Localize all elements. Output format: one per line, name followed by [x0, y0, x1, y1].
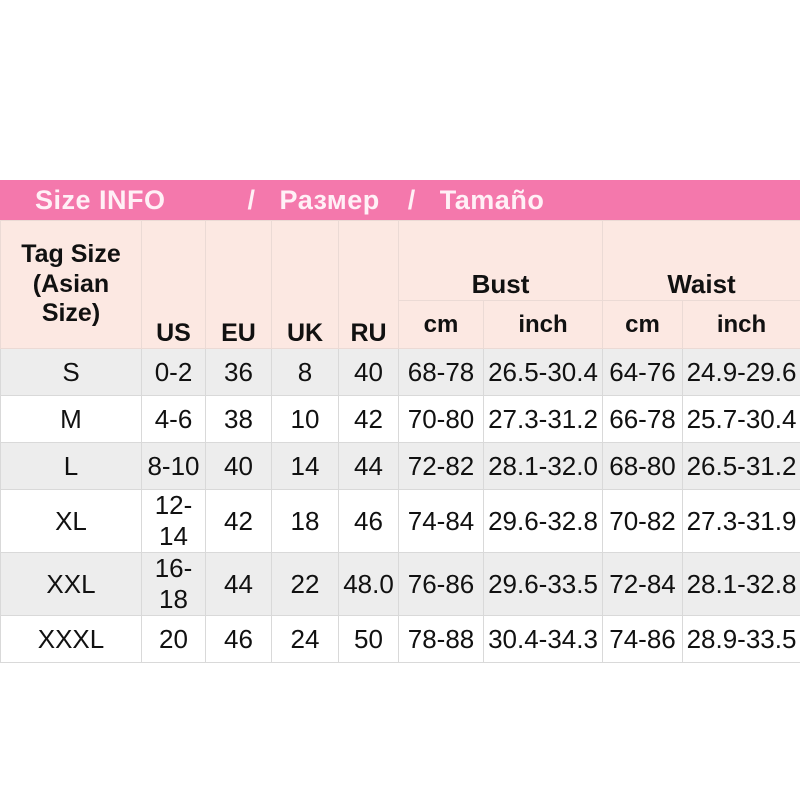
cell-tag-size: M: [0, 395, 142, 443]
cell-waist-cm: 68-80: [602, 442, 683, 490]
header-row-groups: Tag Size (Asian Size) US EU UK RU Bust W…: [0, 220, 800, 349]
cell-bust-inch: 29.6-33.5: [483, 552, 603, 616]
header-unit-bust-inch: inch: [483, 300, 603, 349]
cell-bust-cm: 76-86: [398, 552, 484, 616]
header-unit-waist-inch: inch: [681, 300, 800, 349]
cell-eu: 40: [205, 442, 272, 490]
cell-bust-cm: 68-78: [398, 348, 484, 396]
cell-waist-cm: 64-76: [602, 348, 683, 396]
header-region-ru: RU: [338, 220, 399, 349]
cell-tag-size: XL: [0, 489, 142, 553]
table-row-xxxl: XXXL 20 46 24 50 78-88 30.4-34.3 74-86 2…: [0, 615, 800, 663]
cell-us: 20: [141, 615, 206, 663]
table-row-s: S 0-2 36 8 40 68-78 26.5-30.4 64-76 24.9…: [0, 348, 800, 396]
header-row-units: cm inch cm inch: [1, 300, 800, 349]
cell-waist-cm: 74-86: [602, 615, 683, 663]
cell-waist-inch: 24.9-29.6: [681, 348, 800, 396]
table-row-xxl: XXL 16-18 44 22 48.0 76-86 29.6-33.5 72-…: [0, 552, 800, 616]
cell-ru: 46: [338, 489, 399, 553]
cell-bust-inch: 29.6-32.8: [483, 489, 603, 553]
cell-uk: 24: [271, 615, 339, 663]
cell-waist-cm: 72-84: [602, 552, 683, 616]
cell-tag-size: L: [0, 442, 142, 490]
cell-bust-cm: 74-84: [398, 489, 484, 553]
cell-us: 12-14: [141, 489, 206, 553]
cell-uk: 10: [271, 395, 339, 443]
cell-bust-inch: 28.1-32.0: [483, 442, 603, 490]
header-tag-size: Tag Size (Asian Size): [0, 220, 142, 349]
cell-ru: 42: [338, 395, 399, 443]
cell-tag-size: XXXL: [0, 615, 142, 663]
cell-us: 8-10: [141, 442, 206, 490]
cell-eu: 44: [205, 552, 272, 616]
cell-waist-inch: 27.3-31.9: [681, 489, 800, 553]
cell-waist-inch: 25.7-30.4: [681, 395, 800, 443]
table-row-m: M 4-6 38 10 42 70-80 27.3-31.2 66-78 25.…: [0, 395, 800, 443]
table-row-xl: XL 12-14 42 18 46 74-84 29.6-32.8 70-82 …: [0, 489, 800, 553]
cell-waist-inch: 28.9-33.5: [681, 615, 800, 663]
cell-uk: 22: [271, 552, 339, 616]
cell-waist-inch: 26.5-31.2: [681, 442, 800, 490]
cell-waist-inch: 28.1-32.8: [681, 552, 800, 616]
cell-bust-inch: 27.3-31.2: [483, 395, 603, 443]
cell-tag-size: XXL: [0, 552, 142, 616]
cell-eu: 36: [205, 348, 272, 396]
cell-eu: 46: [205, 615, 272, 663]
cell-uk: 18: [271, 489, 339, 553]
title-bar: Size INFO / Размер / Tamaño: [0, 180, 800, 220]
cell-us: 16-18: [141, 552, 206, 616]
title-separator: /: [247, 184, 256, 215]
header-unit-waist-cm: cm: [602, 300, 683, 349]
cell-bust-cm: 70-80: [398, 395, 484, 443]
cell-us: 4-6: [141, 395, 206, 443]
header-region-eu: EU: [205, 220, 272, 349]
title-tamano: Tamaño: [439, 184, 545, 215]
cell-uk: 8: [271, 348, 339, 396]
header-region-uk: UK: [271, 220, 339, 349]
cell-bust-inch: 26.5-30.4: [483, 348, 603, 396]
cell-ru: 44: [338, 442, 399, 490]
cell-tag-size: S: [0, 348, 142, 396]
title-razmer: Размер: [279, 184, 380, 215]
cell-uk: 14: [271, 442, 339, 490]
cell-bust-cm: 78-88: [398, 615, 484, 663]
cell-bust-cm: 72-82: [398, 442, 484, 490]
cell-ru: 40: [338, 348, 399, 396]
header-group-bust: Bust: [398, 220, 603, 301]
table-row-l: L 8-10 40 14 44 72-82 28.1-32.0 68-80 26…: [0, 442, 800, 490]
header-region-us: US: [141, 220, 206, 349]
size-chart-sheet: Size INFO / Размер / Tamaño Tag Size (As…: [0, 180, 800, 663]
title-separator: /: [407, 184, 416, 215]
cell-waist-cm: 66-78: [602, 395, 683, 443]
cell-eu: 38: [205, 395, 272, 443]
cell-bust-inch: 30.4-34.3: [483, 615, 603, 663]
size-chart-table: Tag Size (Asian Size) US EU UK RU Bust W…: [0, 220, 800, 663]
cell-waist-cm: 70-82: [602, 489, 683, 553]
title-size-info: Size INFO: [35, 184, 166, 215]
header-group-waist: Waist: [601, 220, 800, 301]
header-unit-bust-cm: cm: [398, 300, 484, 349]
cell-ru: 48.0: [338, 552, 399, 616]
cell-eu: 42: [205, 489, 272, 553]
cell-us: 0-2: [141, 348, 206, 396]
cell-ru: 50: [338, 615, 399, 663]
